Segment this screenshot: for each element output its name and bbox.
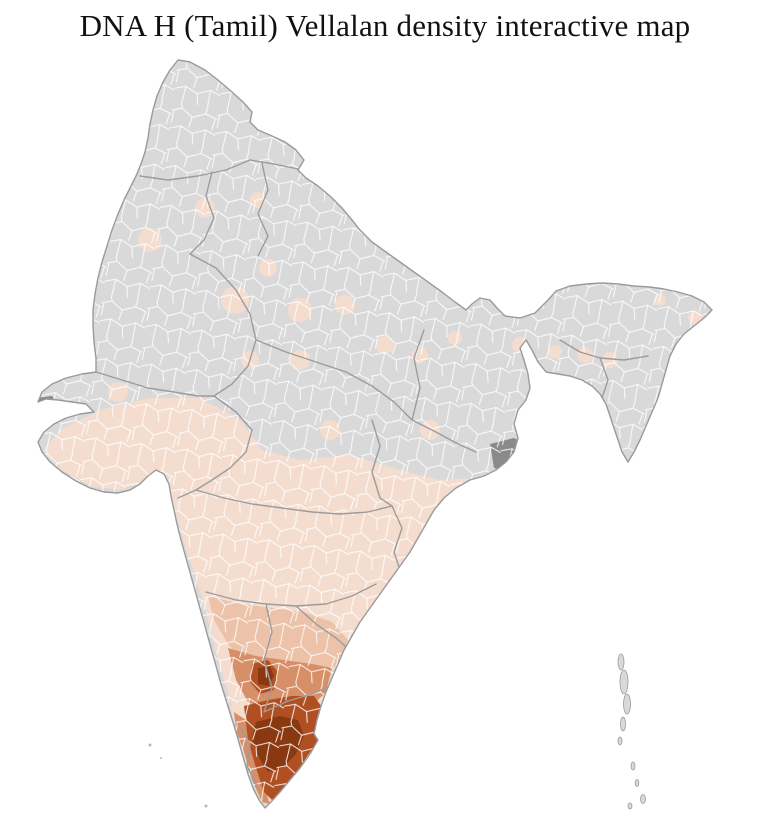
map-title: DNA H (Tamil) Vellalan density interacti… bbox=[79, 8, 691, 43]
andaman-nicobar-islands[interactable] bbox=[617, 653, 646, 810]
lakshadweep-islets[interactable] bbox=[148, 743, 208, 808]
state-borders bbox=[95, 159, 649, 787]
india-outline bbox=[37, 59, 713, 809]
